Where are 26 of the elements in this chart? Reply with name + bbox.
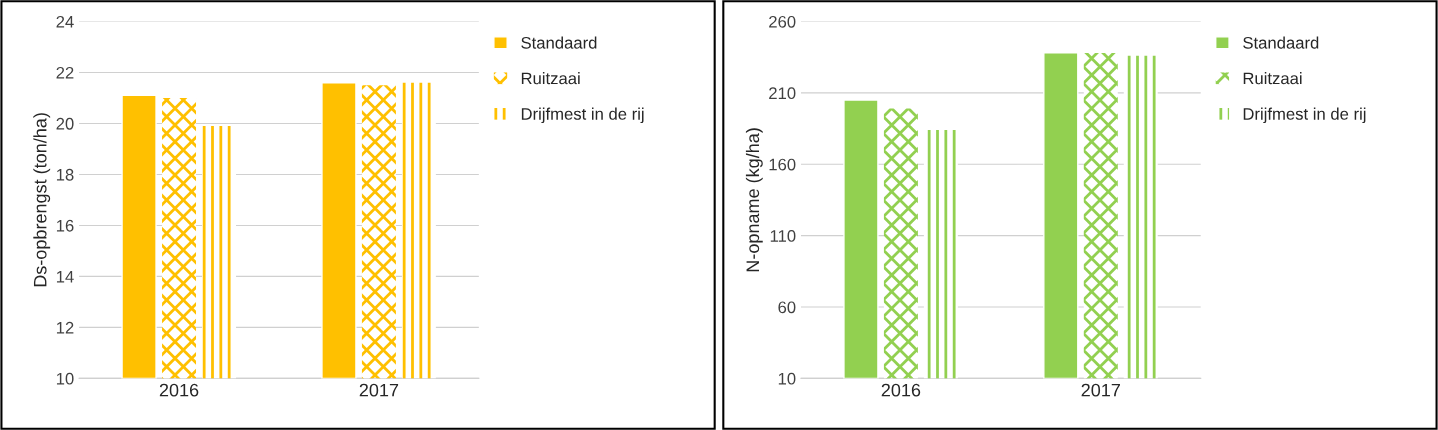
legend-label: Standaard [521,36,597,49]
y-tick-label: 60 [778,301,796,314]
x-tick-label: 2017 [1081,383,1120,397]
x-tick-label: 2017 [359,383,399,397]
y-tick-label: 110 [770,230,796,242]
y-tick-label: 16 [56,219,74,232]
y-axis-title: N-opname (kg/ha) [745,128,763,272]
y-tick-label: 24 [56,15,74,28]
x-tick-label: 2016 [159,383,199,397]
y-tick-label: 10 [56,372,74,385]
x-tick-label: 2016 [881,383,921,397]
legend-label: Ruitzaai [1243,72,1302,85]
y-tick-label: 160 [769,158,796,171]
legend-label: Ruitzaai [521,72,580,85]
y-tick-label: 22 [56,66,74,79]
legend-label: Standaard [1243,36,1319,49]
y-tick-label: 10 [778,372,796,385]
y-axis-title: Ds-opbrengst (ton/ha) [33,113,51,287]
y-tick-label: 18 [56,168,74,181]
y-tick-label: 12 [56,321,74,334]
y-tick-label: 260 [769,15,796,28]
y-tick-label: 14 [56,271,74,283]
y-tick-label: 20 [56,117,74,130]
y-tick-label: 210 [769,87,796,100]
legend-label: Drijfmest in de rij [521,107,644,124]
legend-label: Drijfmest in de rij [1243,107,1366,124]
